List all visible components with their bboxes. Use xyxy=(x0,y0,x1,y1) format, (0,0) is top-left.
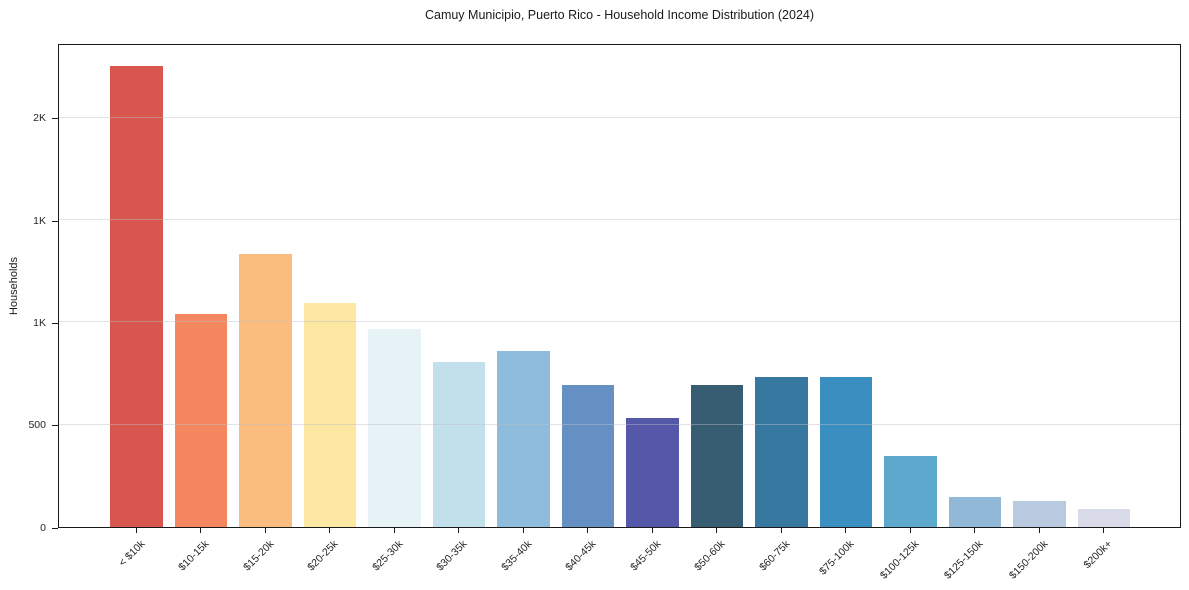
bar xyxy=(819,376,873,527)
x-tick-mark xyxy=(780,528,782,533)
x-tick-mark xyxy=(909,528,911,533)
bar xyxy=(174,314,228,527)
bar xyxy=(239,253,292,527)
x-tick-mark xyxy=(393,528,395,533)
bar xyxy=(432,362,486,527)
bar xyxy=(755,376,808,527)
bar xyxy=(1013,501,1066,527)
y-tick-label: 500 xyxy=(28,419,46,432)
bar xyxy=(497,351,550,527)
y-tick-mark xyxy=(52,425,58,427)
bar xyxy=(368,328,421,527)
gridline xyxy=(59,116,1180,118)
x-tick-mark xyxy=(522,528,524,533)
chart-title: Camuy Municipio, Puerto Rico - Household… xyxy=(424,8,815,22)
x-tick-mark xyxy=(329,528,330,533)
y-tick-mark xyxy=(52,322,58,324)
bar xyxy=(626,417,679,527)
bar xyxy=(303,302,357,527)
x-tick-mark xyxy=(974,528,975,533)
bar xyxy=(561,384,615,527)
y-tick-label: 0 xyxy=(40,521,46,534)
x-tick-mark xyxy=(1103,528,1104,533)
bar xyxy=(948,497,1002,527)
plot-area xyxy=(58,44,1181,528)
x-tick-mark xyxy=(587,528,588,533)
bar xyxy=(884,456,937,527)
x-tick-mark xyxy=(264,528,266,533)
x-tick-mark xyxy=(200,528,201,533)
gridline xyxy=(59,423,1180,425)
x-tick-mark xyxy=(845,528,846,533)
gridline xyxy=(59,219,1180,221)
x-tick-label: < $10k xyxy=(115,538,147,569)
y-tick-mark xyxy=(52,220,58,222)
x-tick-mark xyxy=(651,528,653,533)
x-tick-mark xyxy=(716,528,717,533)
bar xyxy=(690,384,744,527)
x-tick-mark xyxy=(135,528,137,533)
y-tick-mark xyxy=(52,527,58,529)
bar xyxy=(110,65,163,527)
x-tick-mark xyxy=(1038,528,1040,533)
y-tick-mark xyxy=(52,118,58,120)
x-tick-mark xyxy=(458,528,459,533)
bar xyxy=(1077,508,1131,527)
y-tick-label: 1K xyxy=(33,214,46,227)
y-tick-label: 1K xyxy=(33,316,46,329)
y-tick-label: 2K xyxy=(33,112,46,125)
gridline xyxy=(59,321,1180,323)
